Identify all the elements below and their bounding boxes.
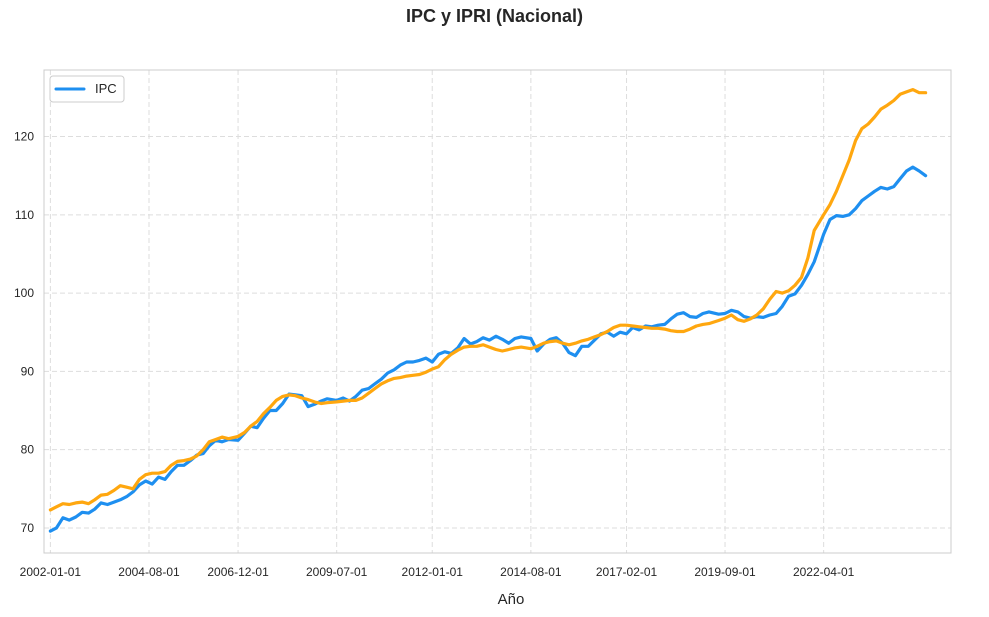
- x-tick-label: 2017-02-01: [596, 565, 658, 579]
- chart-title: IPC y IPRI (Nacional): [405, 6, 584, 26]
- x-tick-label: 2014-08-01: [500, 565, 562, 579]
- y-tick-label: 80: [21, 443, 35, 457]
- x-tick-label: 2006-12-01: [207, 565, 269, 579]
- x-axis-label: Año: [498, 591, 525, 608]
- x-tick-label: 2002-01-01: [20, 565, 82, 579]
- y-tick-label: 120: [14, 130, 34, 144]
- y-axis-ticks: 70 80 90 100 110 120: [14, 130, 34, 535]
- legend: IPC: [49, 75, 125, 103]
- x-tick-label: 2022-04-01: [793, 565, 855, 579]
- series-line-ipri: [48, 87, 928, 512]
- series-layer: [48, 87, 928, 533]
- y-tick-label: 70: [21, 521, 35, 535]
- plot-frame: [43, 69, 952, 554]
- x-tick-label: 2019-09-01: [694, 565, 756, 579]
- x-tick-label: 2004-08-01: [118, 565, 180, 579]
- series-line-ipc: [48, 165, 928, 533]
- y-tick-label: 110: [15, 208, 34, 222]
- x-tick-label: 2009-07-01: [306, 565, 368, 579]
- legend-box: [49, 75, 125, 103]
- x-axis-ticks: 2002-01-01 2004-08-01 2006-12-01 2009-07-01…: [20, 565, 855, 579]
- legend-label-ipc: IPC: [95, 81, 117, 96]
- y-tick-label: 90: [21, 364, 35, 378]
- grid-lines: [44, 70, 951, 553]
- y-tick-label: 100: [14, 286, 34, 300]
- x-tick-label: 2012-01-01: [402, 565, 464, 579]
